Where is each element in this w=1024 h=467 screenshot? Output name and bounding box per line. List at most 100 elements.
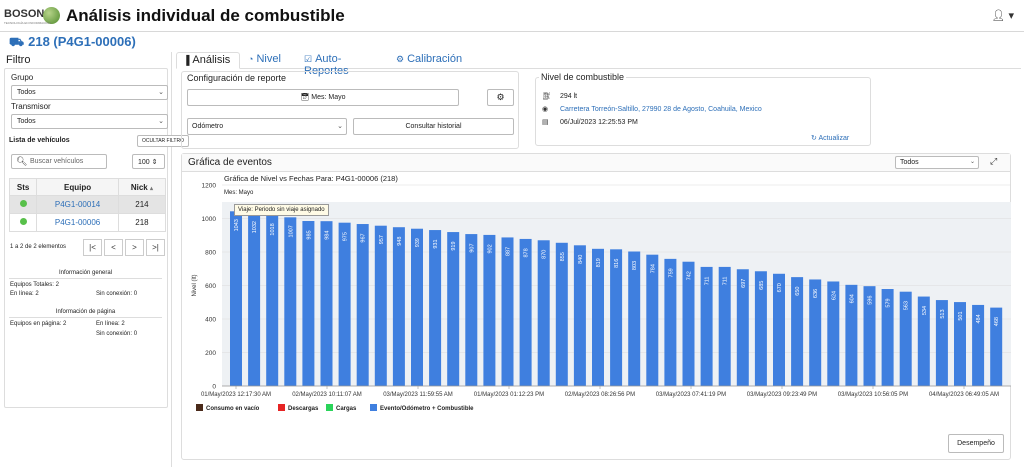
tab-nivel[interactable]: ◔ Nivel (242, 52, 296, 69)
prev-page-button[interactable]: < (104, 239, 123, 256)
bar-value-label: 878 (524, 248, 530, 257)
x-tick-label: 03/May/2023 09:23:49 PM (747, 392, 817, 398)
x-tick-label: 03/May/2023 07:41:19 PM (656, 392, 726, 398)
next-page-button[interactable]: > (125, 239, 144, 256)
legend-label: Evento/Odómetro + Combustible (380, 406, 474, 412)
bar-value-label: 948 (397, 237, 403, 246)
page-online-count: En línea: 2 (96, 321, 125, 327)
filter-box: Grupo Todos ⌄ Transmisor Todos ⌄ Lista de … (4, 68, 189, 408)
table-row[interactable]: P4G1-00006 218 (8, 213, 167, 232)
refresh-button[interactable]: ↻ Actualizar (811, 134, 849, 142)
bar (972, 304, 985, 386)
bar-value-label: 902 (487, 244, 493, 253)
chevron-down-icon: ⌄ (969, 159, 975, 165)
first-page-button[interactable]: |< (83, 239, 102, 256)
settings-button[interactable]: ⚙ (487, 89, 514, 106)
equipo-cell[interactable]: P4G1-00006 (36, 213, 119, 232)
page-info-title: Información de página (9, 309, 162, 318)
bar (827, 281, 840, 386)
chevron-down-icon: ⌄ (158, 118, 164, 125)
column-header-equipo[interactable]: Equipo (36, 178, 119, 196)
events-title: Gráfica de eventos (188, 157, 272, 168)
column-header-sts[interactable]: Sts (8, 178, 38, 196)
y-tick-label: 600 (205, 283, 216, 290)
legend-label: Descargas (288, 406, 319, 412)
x-tick-label: 03/May/2023 10:56:05 PM (838, 392, 908, 398)
legend-swatch (278, 404, 285, 411)
user-menu[interactable]: 👤︎ ▾ (991, 9, 1014, 22)
bar-value-label: 919 (451, 241, 457, 250)
bar (646, 254, 659, 386)
group-select-value: Todos (17, 89, 36, 96)
bar (392, 227, 405, 386)
bar-value-label: 650 (795, 287, 801, 296)
bar-value-label: 1032 (252, 221, 258, 233)
bar (881, 289, 894, 386)
bar-value-label: 931 (433, 239, 439, 248)
transmitter-select-value: Todos (17, 118, 36, 125)
column-header-nick[interactable]: Nick ▴ (117, 178, 167, 196)
y-tick-label: 1000 (202, 216, 217, 223)
history-button[interactable]: Consultar historial (353, 118, 514, 135)
events-header: Gráfica de eventos Todos ⌄ ⤢ (182, 154, 1010, 172)
search-input[interactable]: 🔍︎ Buscar vehículos (11, 154, 107, 169)
bar (863, 286, 876, 386)
page-size-select[interactable]: 100 ⇕ (132, 154, 165, 169)
events-filter-select[interactable]: Todos ⌄ (895, 156, 979, 169)
month-button[interactable]: 📅︎ Mes: Mayo (187, 89, 459, 106)
last-page-button[interactable]: >| (146, 239, 165, 256)
transmitter-select[interactable]: Todos ⌄ (11, 114, 168, 129)
fuel-location-link[interactable]: Carretera Torreón-Saltillo, 27990 28 de … (560, 106, 762, 113)
bar (610, 249, 623, 386)
bar-value-label: 1018 (270, 223, 276, 235)
bar-value-label: 759 (668, 268, 674, 277)
equipo-link[interactable]: P4G1-00014 (54, 200, 101, 209)
y-tick-label: 1200 (202, 183, 217, 190)
bar-value-label: 907 (469, 243, 475, 252)
metric-select[interactable]: Odómetro ⌄ (187, 118, 347, 135)
gauge-icon: ◔ (248, 54, 254, 64)
chevron-down-icon: ⌄ (158, 89, 164, 96)
performance-button[interactable]: Desempeño (948, 434, 1004, 453)
y-tick-label: 400 (205, 317, 216, 324)
calendar-icon: ▤ (542, 119, 549, 126)
tab-auto-reportes[interactable]: ☑ Auto-Reportes (298, 52, 388, 77)
fuel-level-panel: Nivel de combustible ⛽︎ 294 lt ◉ Carretera… (535, 72, 871, 146)
bar-value-label: 484 (976, 314, 982, 323)
bar-value-label: 840 (578, 255, 584, 264)
bar (773, 273, 785, 386)
vehicle-bar: ⛟ 218 (P4G1-00006) (0, 32, 1024, 51)
tab-calibracion[interactable]: ⚙ Calibración (390, 52, 476, 69)
hide-filter-button[interactable]: OCULTAR FILTRO (137, 135, 189, 147)
transmitter-label: Transmisor (11, 102, 51, 111)
tab-analisis-label: Análisis (192, 54, 231, 66)
group-select[interactable]: Todos ⌄ (11, 85, 168, 100)
equipo-cell[interactable]: P4G1-00014 (36, 195, 119, 214)
bar (628, 251, 641, 386)
expand-icon[interactable]: ⤢ (990, 156, 998, 166)
bar-value-label: 468 (994, 317, 1000, 326)
equipo-link[interactable]: P4G1-00006 (54, 218, 101, 227)
bar (990, 307, 1003, 386)
bar (411, 228, 423, 386)
y-tick-label: 0 (212, 384, 216, 391)
bar-value-label: 711 (705, 277, 711, 286)
tab-analisis[interactable]: ▐ Análisis (176, 52, 240, 69)
refresh-icon: ↻ (811, 135, 817, 142)
checkbox-icon: ☑ (304, 54, 313, 64)
x-tick-label: 02/May/2023 08:26:56 PM (565, 392, 635, 398)
vehicle-table: Sts Equipo Nick ▴ P4G1-00014 214 P4G1-00… (8, 178, 167, 232)
sort-icon: ⇕ (151, 159, 158, 166)
table-row[interactable]: P4G1-00014 214 (8, 195, 167, 214)
page-title: Análisis individual de combustible (66, 6, 345, 25)
online-count: En línea: 2 (10, 291, 39, 297)
y-tick-label: 800 (205, 250, 216, 257)
chart-title: Gráfica de Nivel vs Fechas Para: P4G1-00… (224, 174, 398, 183)
bar (483, 234, 496, 386)
bar-value-label: 939 (415, 238, 421, 247)
bar-value-label: 604 (849, 294, 855, 303)
bar (809, 279, 822, 386)
status-cell (8, 195, 38, 214)
nick-cell: 214 (117, 195, 167, 214)
legend-swatch (196, 404, 203, 411)
